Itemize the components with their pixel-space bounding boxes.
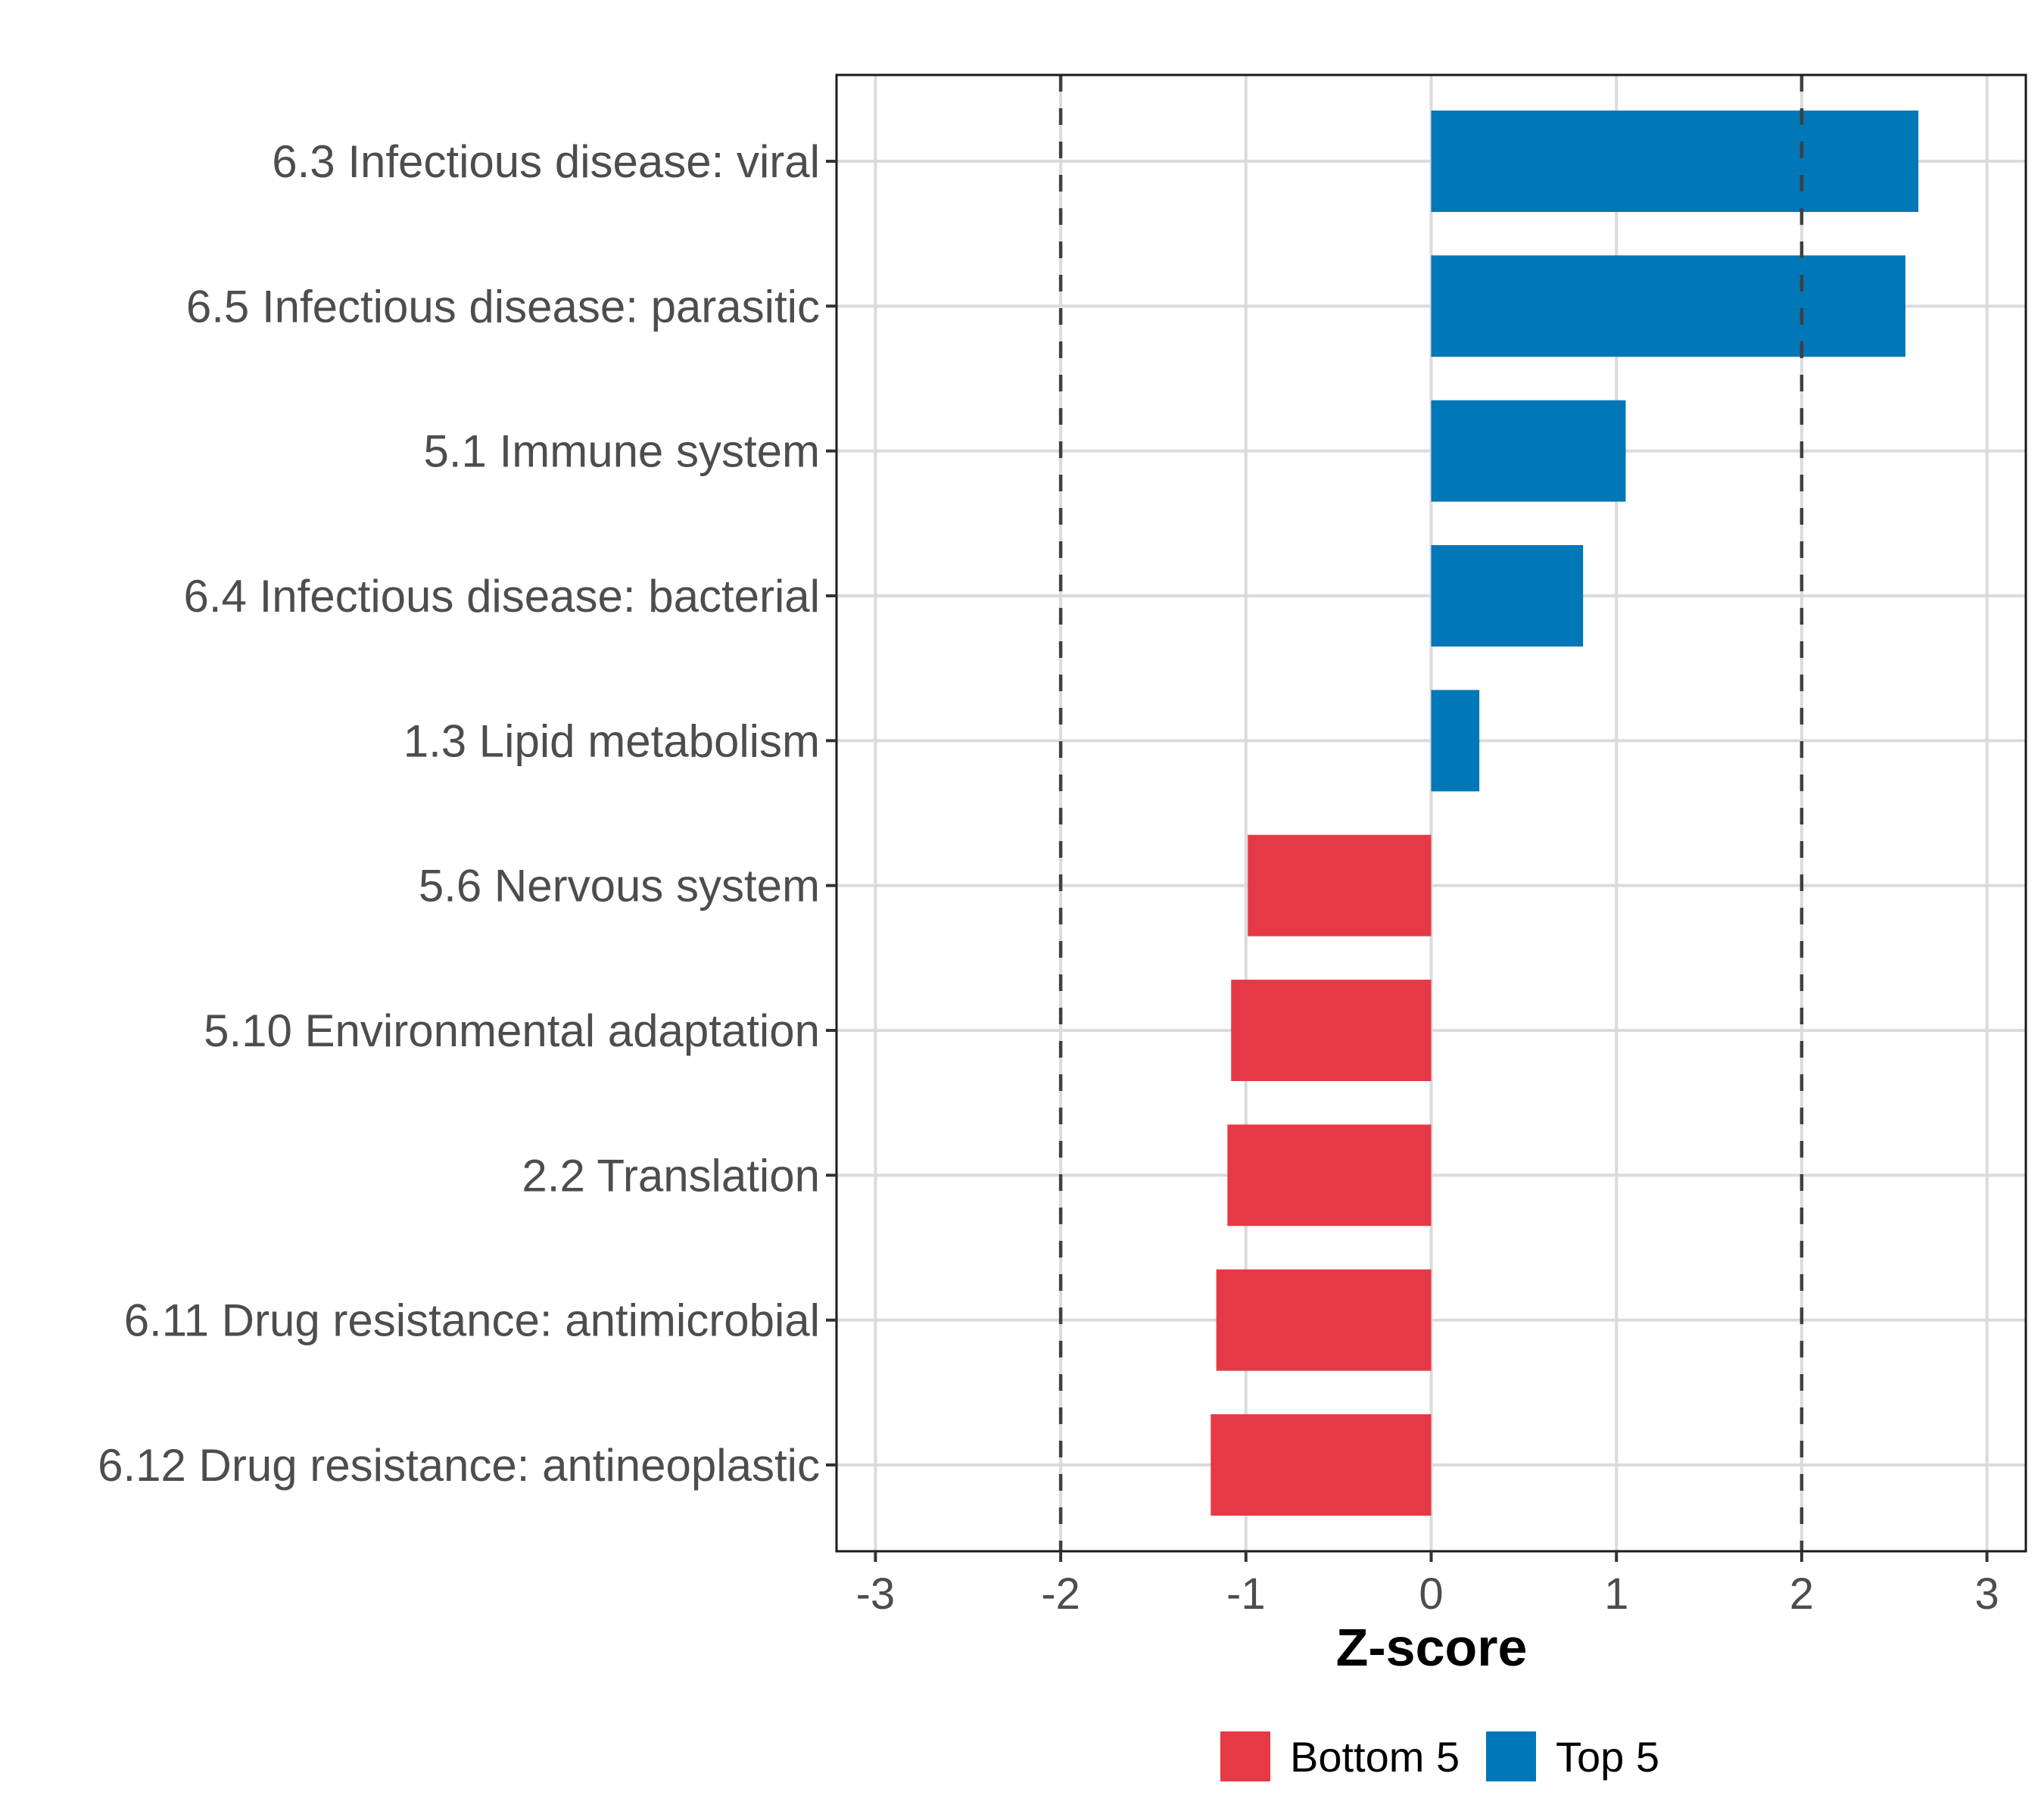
legend-item: Bottom 5 xyxy=(1220,1731,1460,1781)
legend-swatch xyxy=(1220,1731,1270,1781)
category-label: 6.12 Drug resistance: antineoplastic xyxy=(98,1440,820,1491)
category-label: 5.1 Immune system xyxy=(423,426,820,477)
category-label: 6.5 Infectious disease: parasitic xyxy=(186,281,820,332)
y-axis: 6.3 Infectious disease: viral 6.5 Infecti… xyxy=(98,136,837,1491)
bar-top5 xyxy=(1431,255,1905,357)
category-label: 6.11 Drug resistance: antimicrobial xyxy=(124,1295,820,1346)
x-tick-label: -2 xyxy=(1041,1569,1080,1619)
category-label: 1.3 Lipid metabolism xyxy=(404,715,820,766)
x-axis: -3 -2 -1 0 1 2 3 xyxy=(856,1551,1999,1619)
x-tick-label: 2 xyxy=(1790,1569,1814,1619)
legend-swatch xyxy=(1486,1731,1536,1781)
bar-bottom5 xyxy=(1248,834,1432,937)
category-label: 2.2 Translation xyxy=(522,1150,820,1201)
bar-top5 xyxy=(1431,111,1919,212)
x-tick-label: -3 xyxy=(856,1569,896,1619)
bar-top5 xyxy=(1431,545,1584,647)
bars xyxy=(1211,111,1919,1516)
legend-label: Top 5 xyxy=(1556,1733,1659,1781)
x-tick-label: 3 xyxy=(1974,1569,1999,1619)
legend: Bottom 5 Top 5 xyxy=(1220,1731,1659,1781)
legend-item: Top 5 xyxy=(1486,1731,1659,1781)
bar-top5 xyxy=(1431,400,1626,502)
x-tick-label: -1 xyxy=(1226,1569,1266,1619)
category-label: 6.4 Infectious disease: bacterial xyxy=(184,571,821,622)
x-tick-label: 0 xyxy=(1419,1569,1443,1619)
bar-bottom5 xyxy=(1231,980,1432,1081)
category-label: 5.10 Environmental adaptation xyxy=(204,1005,820,1056)
bar-bottom5 xyxy=(1216,1269,1432,1371)
category-label: 6.3 Infectious disease: viral xyxy=(272,136,820,187)
legend-label: Bottom 5 xyxy=(1290,1733,1460,1781)
x-axis-title: Z-score xyxy=(1336,1618,1528,1677)
bar-top5 xyxy=(1431,690,1480,792)
reference-lines xyxy=(1058,75,1804,1551)
x-tick-label: 1 xyxy=(1604,1569,1628,1619)
bar-bottom5 xyxy=(1211,1414,1432,1516)
category-label: 5.6 Nervous system xyxy=(419,861,820,912)
bar-bottom5 xyxy=(1227,1124,1432,1226)
